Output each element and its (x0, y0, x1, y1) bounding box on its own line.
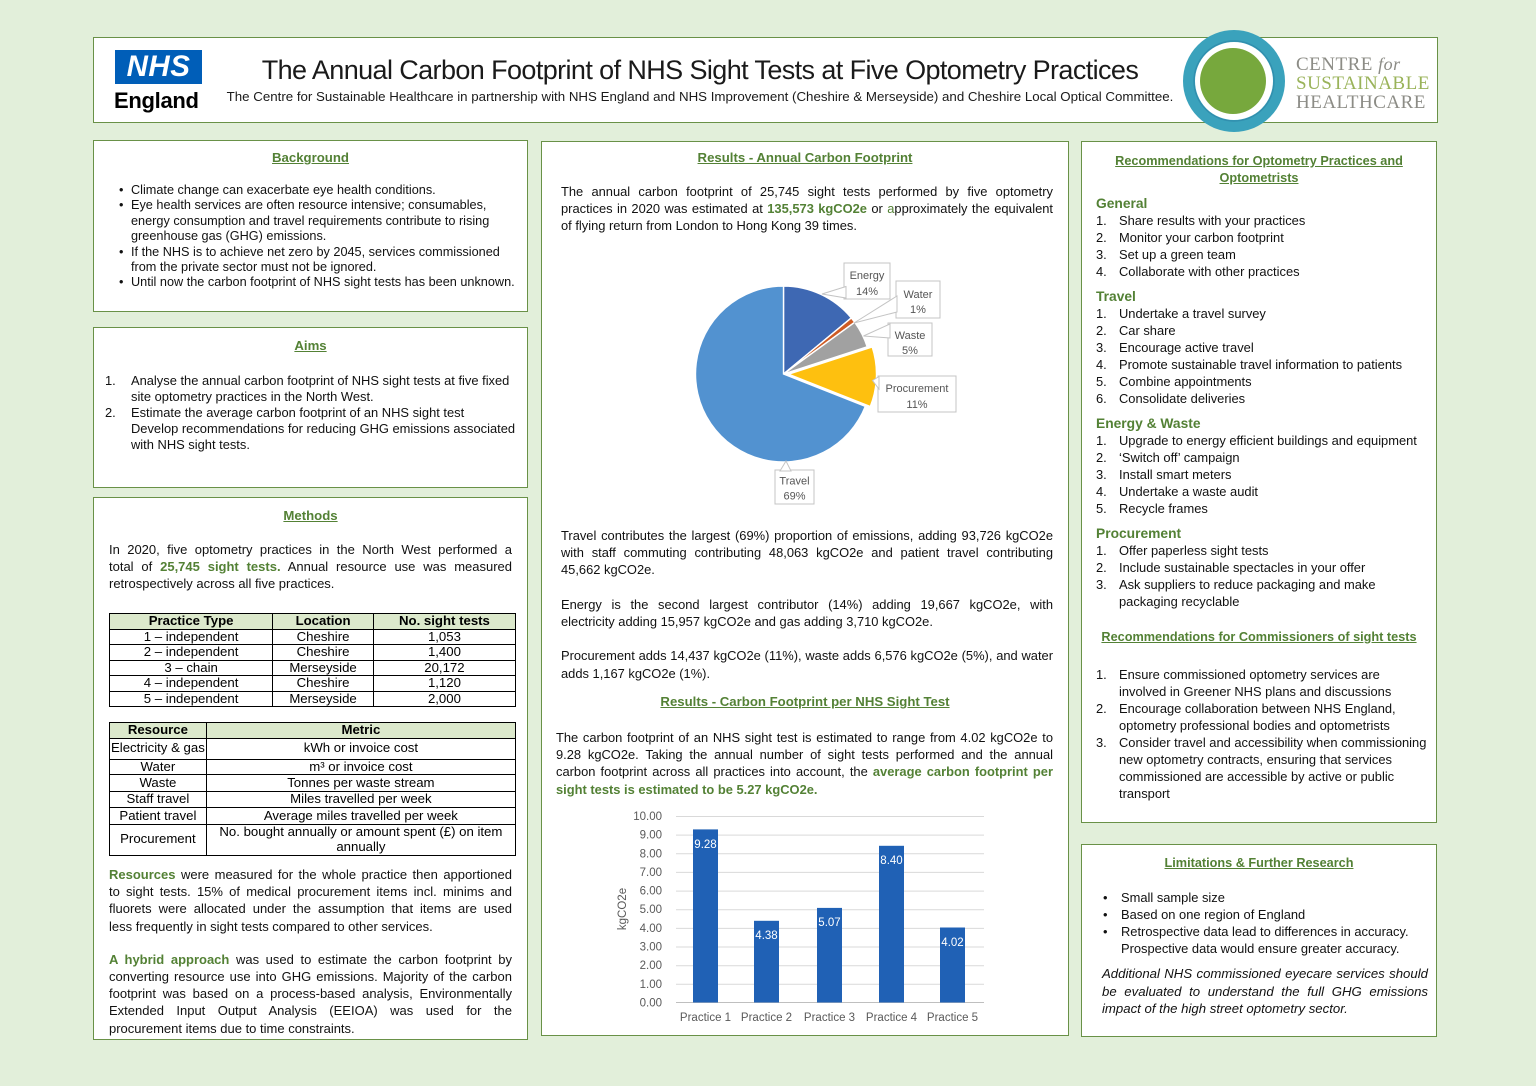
svg-text:5%: 5% (902, 345, 918, 357)
svg-text:kgCO2e: kgCO2e (617, 888, 629, 930)
svg-text:9.28: 9.28 (694, 839, 716, 851)
svg-text:3.00: 3.00 (640, 942, 662, 954)
svg-text:14%: 14% (856, 286, 878, 298)
svg-text:HEALTHCARE: HEALTHCARE (1296, 92, 1426, 113)
svg-text:5.00: 5.00 (640, 904, 662, 916)
svg-text:69%: 69% (783, 491, 805, 503)
svg-text:1%: 1% (910, 304, 926, 316)
svg-text:Practice 5: Practice 5 (927, 1012, 978, 1024)
svg-text:8.00: 8.00 (640, 848, 662, 860)
svg-text:10.00: 10.00 (633, 811, 662, 823)
svg-text:11%: 11% (906, 399, 927, 411)
svg-text:4.38: 4.38 (755, 930, 777, 942)
svg-text:9.00: 9.00 (640, 830, 662, 842)
svg-text:2.00: 2.00 (640, 960, 662, 972)
svg-text:Waste: Waste (895, 330, 926, 342)
svg-text:Practice 3: Practice 3 (804, 1012, 855, 1024)
svg-text:Practice 2: Practice 2 (741, 1012, 792, 1024)
svg-text:4.02: 4.02 (941, 937, 963, 949)
svg-text:8.40: 8.40 (880, 855, 902, 867)
svg-text:5.07: 5.07 (818, 917, 840, 929)
svg-text:7.00: 7.00 (640, 867, 662, 879)
svg-text:6.00: 6.00 (640, 886, 662, 898)
svg-text:Procurement: Procurement (886, 383, 949, 395)
svg-text:0.00: 0.00 (640, 998, 662, 1010)
svg-text:4.00: 4.00 (640, 923, 662, 935)
svg-text:1.00: 1.00 (640, 979, 662, 991)
svg-text:Energy: Energy (850, 270, 885, 282)
svg-text:CENTRE for: CENTRE for (1296, 54, 1401, 75)
svg-text:Practice 4: Practice 4 (866, 1012, 918, 1024)
svg-text:Practice 1: Practice 1 (680, 1012, 731, 1024)
svg-text:Travel: Travel (779, 476, 809, 488)
svg-text:SUSTAINABLE: SUSTAINABLE (1296, 73, 1430, 94)
svg-text:Water: Water (904, 289, 933, 301)
